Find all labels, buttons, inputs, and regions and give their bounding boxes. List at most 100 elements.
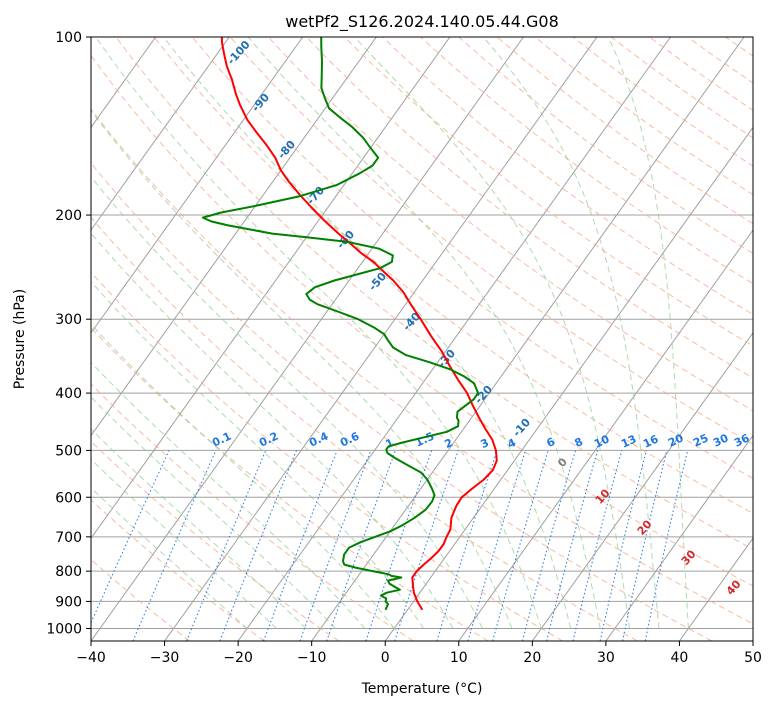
dry-adiabat <box>687 37 753 84</box>
mixing-ratio-label: 6 <box>545 435 558 450</box>
dry-adiabat-label: 20 <box>635 517 655 537</box>
dry-adiabat-label: 30 <box>679 547 699 567</box>
mixing-ratio-label: 13 <box>619 432 638 450</box>
y-tick-label: 300 <box>55 312 82 328</box>
x-tick-label: −40 <box>76 650 106 666</box>
dry-adiabat <box>610 37 753 139</box>
isotherm-line <box>91 37 451 540</box>
dry-adiabat <box>496 37 753 225</box>
isotherm-line <box>164 37 598 641</box>
mixing-ratio-label: 8 <box>573 435 585 450</box>
mixing-ratio-line <box>546 450 599 641</box>
dry-adiabat <box>344 37 753 347</box>
moist-adiabat <box>91 396 336 629</box>
dry-adiabat <box>534 37 753 196</box>
x-tick-label: 30 <box>597 650 615 666</box>
y-tick-label: 400 <box>55 386 82 402</box>
dry-adiabat <box>91 216 638 641</box>
moist-adiabat <box>247 37 601 629</box>
y-tick-label: 500 <box>55 443 82 459</box>
isotherm-line <box>458 229 753 641</box>
y-axis-label: Pressure (hPa) <box>12 289 28 389</box>
isotherm-line <box>752 640 753 641</box>
mixing-ratio-line <box>132 450 217 641</box>
dry-adiabat-label: 10 <box>593 486 613 506</box>
mixing-ratio-line <box>644 450 689 641</box>
moist-adiabat <box>91 176 483 629</box>
x-axis-label: Temperature (°C) <box>361 681 483 697</box>
background-lines <box>91 37 753 641</box>
mixing-ratio-label: 30 <box>711 431 731 449</box>
y-tick-label: 900 <box>55 594 82 610</box>
mixing-ratio-line <box>436 450 498 641</box>
mixing-ratio-line <box>522 450 576 641</box>
mixing-ratio-line <box>492 450 549 641</box>
isotherm-line <box>679 537 753 641</box>
isotherm-line <box>384 126 753 641</box>
moist-adiabat <box>482 37 660 629</box>
x-tick-label: −20 <box>223 650 253 666</box>
isotherm-line <box>0 37 9 641</box>
dry-adiabat-label: -80 <box>275 138 298 162</box>
dry-adiabat <box>191 37 753 479</box>
isotherm-line <box>91 37 377 437</box>
dry-adiabat <box>115 37 753 550</box>
dry-adiabat-label: -90 <box>249 91 272 115</box>
dry-adiabat <box>267 37 753 412</box>
x-tick-label: −10 <box>297 650 327 666</box>
moist-adiabat <box>91 458 277 629</box>
dry-adiabat <box>649 37 753 111</box>
moist-adiabat <box>163 37 572 629</box>
mixing-ratio-label: 36 <box>732 431 752 449</box>
mixing-ratio-label: 16 <box>641 432 661 450</box>
y-tick-label: 600 <box>55 490 82 506</box>
dry-adiabat <box>229 37 753 445</box>
x-tick-label: 40 <box>671 650 689 666</box>
dry-adiabat-label: 0 <box>555 455 570 470</box>
dry-adiabat <box>458 37 753 255</box>
isotherm-line <box>531 331 753 641</box>
moist-adiabat <box>95 37 542 629</box>
mixing-ratio-label: 1 <box>384 436 396 451</box>
moist-adiabat <box>91 323 395 629</box>
isotherm-line <box>91 37 524 641</box>
moist-adiabat <box>91 109 513 629</box>
x-tick-label: 10 <box>450 650 468 666</box>
moist-adiabat <box>354 37 631 629</box>
series-layer <box>201 37 498 611</box>
dry-adiabat <box>153 37 753 514</box>
x-tick-label: 50 <box>744 650 762 666</box>
dry-adiabat <box>382 37 753 316</box>
dewpoint-line <box>201 37 480 611</box>
y-tick-label: 200 <box>55 208 82 224</box>
dry-adiabat <box>420 37 753 285</box>
dry-adiabat <box>725 37 753 57</box>
mixing-ratio-line <box>365 450 433 641</box>
mixing-ratio-label: 3 <box>479 436 491 451</box>
mixing-ratio-line <box>263 450 338 641</box>
mixing-ratio-line <box>622 450 668 641</box>
mixing-ratio-line <box>91 450 170 624</box>
chart-title: wetPf2_S126.2024.140.05.44.G08 <box>285 12 559 32</box>
mixing-ratio-line <box>394 450 459 641</box>
x-tick-label: 20 <box>523 650 541 666</box>
y-tick-label: 100 <box>55 30 82 46</box>
grid-layer <box>0 37 753 641</box>
dry-adiabat <box>91 383 414 641</box>
y-tick-label: 1000 <box>46 621 82 637</box>
mixing-ratio-label: 0.4 <box>307 429 330 449</box>
x-axis: −40 −30 −20 −10 0 10 20 30 40 50 <box>76 641 762 666</box>
isotherm-line <box>91 37 304 334</box>
y-tick-label: 700 <box>55 530 82 546</box>
dry-adiabat-label: -100 <box>225 38 253 67</box>
dry-adiabat <box>91 558 191 641</box>
moist-adiabat <box>607 37 689 629</box>
isotherm-line <box>237 37 671 641</box>
dry-adiabat <box>91 162 713 641</box>
moist-adiabat <box>91 232 454 629</box>
dry-adiabat <box>91 271 563 641</box>
dry-adiabat-label: -10 <box>510 416 533 440</box>
mixing-ratio-label: 10 <box>592 432 612 450</box>
mixing-ratio-line <box>572 450 623 641</box>
dry-adiabat <box>91 108 753 625</box>
